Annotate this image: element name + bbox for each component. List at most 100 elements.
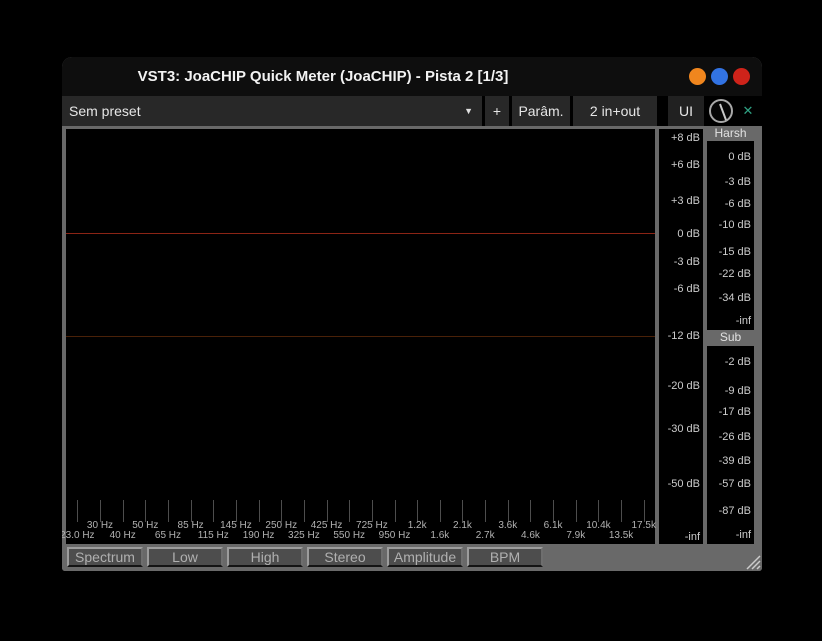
freq-tick: 65 Hz (154, 498, 182, 544)
level-meter: +8 dB +6 dB +3 dB 0 dB -3 dB -6 dB -12 d… (659, 129, 703, 544)
scale-label: -87 dB (718, 505, 751, 517)
freq-tick: 325 Hz (288, 498, 320, 544)
io-config-button[interactable]: 2 in+out (573, 96, 657, 126)
close-icon[interactable]: ✕ (742, 103, 754, 118)
resize-grip-icon[interactable] (744, 553, 761, 570)
add-preset-button[interactable]: + (485, 96, 509, 126)
scale-label: +8 dB (670, 132, 700, 144)
freq-tick: 50 Hz (132, 498, 158, 544)
tab-high[interactable]: High (227, 547, 303, 567)
freq-tick: 145 Hz (220, 498, 252, 544)
title-bar[interactable]: VST3: JoaCHIP Quick Meter (JoaCHIP) - Pi… (62, 57, 762, 96)
freq-label: 145 Hz (220, 520, 252, 531)
freq-label: 85 Hz (177, 520, 204, 531)
freq-label: 250 Hz (265, 520, 298, 531)
freq-tick: 250 Hz (265, 498, 297, 544)
freq-label: 65 Hz (154, 530, 182, 541)
scale-label: 0 dB (677, 228, 700, 240)
tab-spectrum[interactable]: Spectrum (67, 547, 143, 567)
freq-label: 725 Hz (356, 520, 388, 531)
scale-label: 0 dB (728, 151, 751, 163)
scale-label: -12 dB (667, 330, 700, 342)
freq-tick: 30 Hz (87, 498, 113, 544)
scale-label: -15 dB (718, 246, 751, 258)
traffic-lights (689, 68, 750, 85)
freq-label: 190 Hz (242, 530, 275, 541)
scale-label: -inf (735, 315, 751, 327)
freq-label: 2.1k (453, 520, 472, 531)
freq-label: 23.0 Hz (62, 530, 95, 541)
scale-label: -20 dB (667, 380, 700, 392)
scale-label: -6 dB (724, 198, 751, 210)
freq-tick: 40 Hz (109, 498, 136, 544)
freq-tick: 3.6k (496, 498, 519, 544)
harsh-meter-title: Harsh (714, 126, 747, 140)
freq-label: 7.9k (566, 530, 586, 541)
scale-label: -inf (735, 529, 751, 541)
scale-label: -22 dB (718, 268, 751, 280)
scale-label: +6 dB (670, 159, 700, 171)
knob-icon[interactable] (708, 98, 734, 126)
freq-tick: 425 Hz (311, 498, 342, 544)
minimize-button[interactable] (689, 68, 706, 85)
scale-label: -26 dB (718, 431, 751, 443)
scale-label: -50 dB (667, 478, 700, 490)
plugin-window: VST3: JoaCHIP Quick Meter (JoaCHIP) - Pi… (62, 57, 762, 571)
freq-label: 1.6k (430, 530, 450, 541)
freq-label: 40 Hz (109, 530, 136, 541)
params-button[interactable]: Parâm. (512, 96, 570, 126)
freq-label: 325 Hz (288, 530, 320, 541)
freq-tick: 23.0 Hz (62, 498, 95, 544)
tab-bpm[interactable]: BPM (467, 547, 543, 567)
freq-tick: 115 Hz (198, 498, 229, 544)
freq-tick: 950 Hz (379, 498, 410, 544)
toolbar: Sem preset ▼ + Parâm. 2 in+out UI ✕ (62, 96, 762, 126)
freq-tick: 85 Hz (177, 498, 204, 544)
sub-meter: -2 dB -9 dB -17 dB -26 dB -39 dB -57 dB … (707, 346, 754, 544)
freq-label: 115 Hz (197, 530, 229, 541)
scale-label: +3 dB (670, 195, 700, 207)
freq-label: 10.4k (586, 520, 611, 531)
sub-meter-title: Sub (719, 330, 742, 344)
freq-tick: 17.5k (632, 498, 656, 544)
window-title: VST3: JoaCHIP Quick Meter (JoaCHIP) - Pi… (137, 68, 509, 85)
tab-bar: Spectrum Low High Stereo Amplitude BPM (62, 545, 762, 571)
scale-label: -30 dB (667, 423, 700, 435)
scale-label: -10 dB (718, 219, 751, 231)
scale-label: -57 dB (718, 478, 751, 490)
freq-label: 4.6k (521, 530, 540, 541)
maximize-button[interactable] (711, 68, 728, 85)
freq-tick: 4.6k (519, 498, 542, 544)
harsh-meter: 0 dB -3 dB -6 dB -10 dB -15 dB -22 dB -3… (707, 141, 754, 330)
tab-stereo[interactable]: Stereo (307, 547, 383, 567)
freq-label: 550 Hz (333, 530, 366, 541)
preset-combobox[interactable]: Sem preset ▼ (62, 96, 482, 126)
scale-label: -inf (684, 531, 700, 543)
freq-label: 950 Hz (378, 530, 411, 541)
freq-tick: 190 Hz (243, 498, 274, 544)
tab-amplitude[interactable]: Amplitude (387, 547, 463, 567)
freq-tick: 1.6k (429, 498, 452, 544)
freq-tick: 7.9k (564, 498, 587, 544)
ui-button[interactable]: UI (668, 96, 704, 126)
freq-label: 6.1k (543, 520, 563, 531)
freq-label: 1.2k (407, 520, 427, 531)
freq-label: 13.5k (608, 530, 634, 541)
freq-tick: 10.4k (586, 498, 611, 544)
reference-line-minus12db (66, 336, 655, 337)
reference-line-0db (66, 233, 655, 234)
freq-tick: 6.1k (542, 498, 565, 544)
scale-label: -9 dB (724, 385, 751, 397)
freq-tick: 1.2k (406, 498, 429, 544)
freq-label: 2.7k (475, 530, 495, 541)
preset-label: Sem preset (69, 103, 141, 119)
scale-label: -3 dB (724, 176, 751, 188)
scale-label: -2 dB (724, 356, 751, 368)
freq-tick: 2.7k (474, 498, 497, 544)
scale-label: -34 dB (718, 292, 751, 304)
freq-tick: 550 Hz (333, 498, 365, 544)
scale-label: -17 dB (718, 406, 751, 418)
tab-low[interactable]: Low (147, 547, 223, 567)
close-window-button[interactable] (733, 68, 750, 85)
spectrum-display: 23.0 Hz 30 Hz 40 Hz 50 Hz 65 Hz 85 Hz 11… (62, 129, 656, 544)
